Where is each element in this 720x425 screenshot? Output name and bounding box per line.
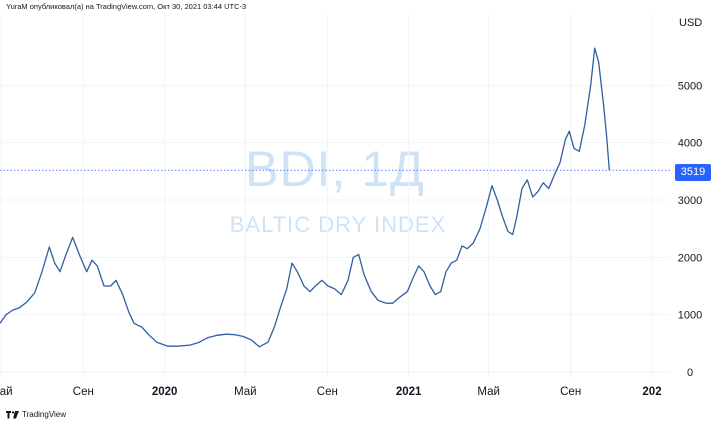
- publication-header: YuraM опубликовал(а) на TradingView.com,…: [6, 2, 247, 11]
- watermark-symbol: BDI, 1Д: [245, 141, 425, 197]
- x-tick-label: 2021: [396, 386, 422, 398]
- bdi-series-line: [0, 47, 610, 348]
- y-tick-label: 2000: [678, 252, 702, 264]
- y-tick-label: 0: [687, 367, 693, 379]
- x-tick-label: 2020: [152, 386, 178, 398]
- x-tick-label: 202: [642, 386, 661, 398]
- last-price-badge: 3519: [675, 164, 711, 181]
- y-tick-label: 5000: [678, 80, 702, 92]
- x-tick-label: Май: [477, 386, 500, 398]
- y-tick-label: 3000: [678, 195, 702, 207]
- y-tick-label: 1000: [678, 310, 702, 322]
- y-tick-label: 4000: [678, 138, 702, 150]
- x-tick-label: Сен: [317, 386, 338, 398]
- x-tick-label: Сен: [560, 386, 581, 398]
- currency-label[interactable]: USD: [679, 17, 703, 29]
- watermark-name: BALTIC DRY INDEX: [229, 212, 447, 237]
- footer-branding[interactable]: TradingView: [6, 410, 66, 419]
- time-axis[interactable]: Май Сен 2020 Май Сен 2021 Май Сен 202: [0, 386, 662, 398]
- x-tick-label: Сен: [73, 386, 94, 398]
- x-tick-label: Май: [234, 386, 257, 398]
- footer-brand-text: TradingView: [22, 410, 67, 419]
- tradingview-logo-icon: [6, 410, 19, 418]
- chart-grid: [0, 14, 670, 378]
- x-tick-label: Май: [0, 386, 13, 398]
- price-axis[interactable]: 0 1000 2000 3000 4000 5000: [678, 80, 702, 379]
